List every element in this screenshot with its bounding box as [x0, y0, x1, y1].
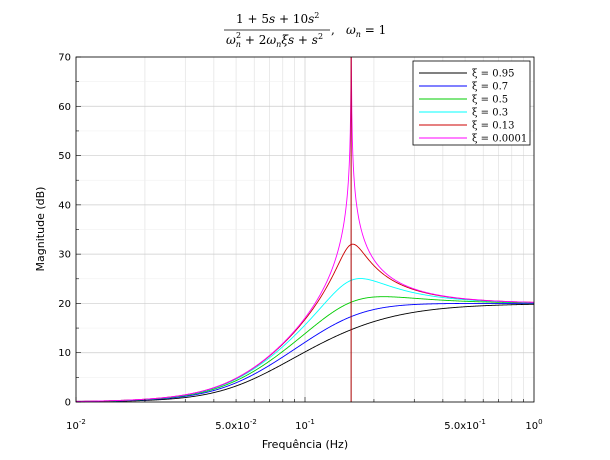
legend-entry: ξ = 0.5 [472, 95, 508, 106]
y-tick-label: 70 [58, 53, 71, 64]
y-tick-label: 50 [58, 151, 71, 162]
x-axis-title: Frequência (Hz) [262, 438, 348, 451]
x-tick-label: 10-2 [66, 418, 86, 432]
y-tick-labels: 0 10 20 30 40 50 60 70 [58, 53, 71, 409]
legend-box [412, 60, 531, 146]
x-tick-label: 10-1 [295, 418, 315, 432]
y-tick-label: 10 [58, 348, 71, 359]
y-tick-label: 60 [58, 102, 71, 113]
legend: ξ = 0.95 ξ = 0.7 ξ = 0.5 ξ = 0.3 ξ = 0.13 ξ =… [412, 60, 531, 146]
y-tick-label: 40 [58, 200, 71, 211]
legend-entry: ξ = 0.13 [472, 121, 515, 132]
title-denominator: ωn2 + 2ωnξs + s2 [226, 31, 323, 49]
title-natural-frequency: ωn = 1 [346, 23, 386, 39]
legend-entry: ξ = 0.3 [472, 108, 508, 119]
x-tick-labels: 10-2 5.0x10-2 10-1 5.0x10-1 100 [66, 418, 542, 432]
legend-entry: ξ = 0.0001 [472, 134, 527, 145]
x-tick-label: 5.0x10-2 [215, 418, 257, 432]
series-line [76, 303, 535, 403]
title-numerator: 1 + 5s + 10s2 [236, 11, 319, 26]
legend-entry: ξ = 0.7 [472, 82, 508, 93]
legend-entry: ξ = 0.95 [472, 69, 515, 80]
y-tick-label: 30 [58, 250, 71, 261]
series-group [75, 56, 535, 403]
chart-title: 1 + 5s + 10s2 ωn2 + 2ωnξs + s2 , ωn = 1 [224, 11, 386, 49]
x-tick-label: 100 [525, 418, 542, 432]
x-tick-label: 5.0x10-1 [444, 418, 486, 432]
y-tick-label: 20 [58, 299, 71, 310]
series-line [75, 56, 535, 402]
y-axis-title: Magnitude (dB) [34, 187, 47, 272]
title-separator: , [331, 23, 335, 37]
axis-ticks [75, 56, 524, 403]
y-tick-label: 0 [65, 398, 71, 409]
